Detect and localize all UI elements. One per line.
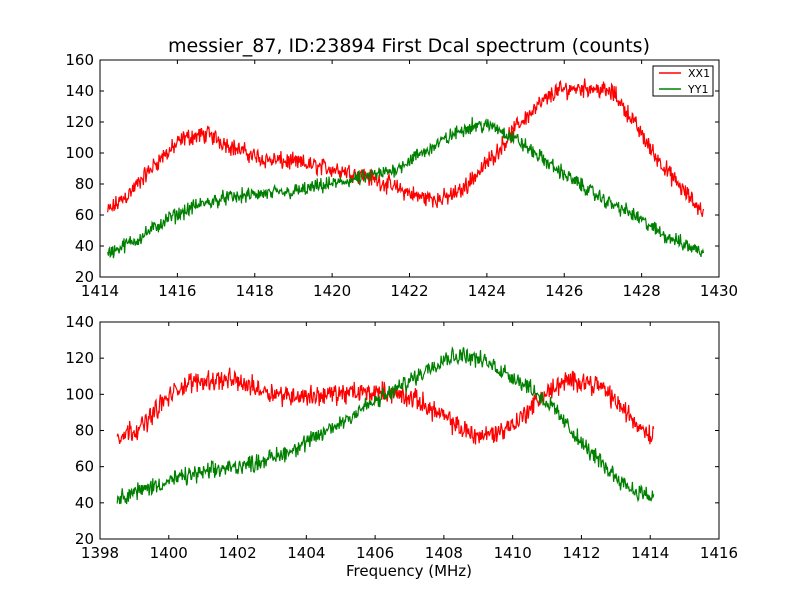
figure-title: messier_87, ID:23894 First Dcal spectrum…	[168, 35, 650, 57]
legend-label-xx1: XX1	[688, 67, 710, 80]
top-x-tick-label: 1426	[545, 282, 583, 300]
bottom-x-tick-label: 1408	[425, 544, 463, 562]
top-x-tick-label: 1414	[81, 282, 119, 300]
bottom-x-tick-label: 1416	[700, 544, 738, 562]
bottom-y-tick-label: 100	[65, 385, 94, 403]
top-series-yy1-line	[107, 117, 705, 259]
bottom-x-axis-label: Frequency (MHz)	[346, 562, 472, 580]
bottom-x-tick-label: 1400	[150, 544, 188, 562]
legend-box	[652, 65, 714, 97]
bottom-y-tick-label: 60	[75, 458, 94, 476]
top-y-tick-label: 80	[75, 175, 94, 193]
bottom-x-tick-label: 1406	[356, 544, 394, 562]
bottom-y-tick-label: 120	[65, 349, 94, 367]
bottom-x-tick-label: 1402	[218, 544, 256, 562]
top-x-tick-label: 1420	[313, 282, 351, 300]
top-plot: 1414 1416 1418 1420 1422 1424 1426 1428 1430 20 40…	[65, 51, 738, 300]
bottom-x-tick-label: 1404	[287, 544, 325, 562]
bottom-x-tick-label: 1410	[494, 544, 532, 562]
bottom-y-tick-label: 80	[75, 422, 94, 440]
bottom-series-yy1-line	[116, 345, 655, 505]
bottom-plot: 1398 1400 1402 1404 1406 1408 1410 1412 1414 1416…	[65, 313, 738, 562]
bottom-y-tick-label: 40	[75, 494, 94, 512]
bottom-y-tick-label: 20	[75, 530, 94, 548]
top-x-tick-label: 1424	[468, 282, 506, 300]
bottom-x-tick-label: 1412	[562, 544, 600, 562]
legend: XX1 YY1	[652, 65, 714, 97]
top-x-tick-label: 1422	[390, 282, 428, 300]
top-x-tick-label: 1418	[236, 282, 274, 300]
top-series-xx1-line	[107, 78, 705, 217]
bottom-x-tick-label: 1398	[81, 544, 119, 562]
bottom-y-tick-label: 140	[65, 313, 94, 331]
top-y-tick-label: 100	[65, 144, 94, 162]
top-y-tick-label: 140	[65, 82, 94, 100]
top-x-tick-label: 1430	[700, 282, 738, 300]
top-y-tick-label: 40	[75, 237, 94, 255]
top-x-tick-label: 1416	[158, 282, 196, 300]
legend-label-yy1: YY1	[687, 83, 708, 96]
bottom-x-tick-label: 1414	[631, 544, 669, 562]
top-y-tick-label: 20	[75, 268, 94, 286]
top-y-tick-label: 160	[65, 51, 94, 69]
top-y-tick-label: 120	[65, 113, 94, 131]
top-y-tick-label: 60	[75, 206, 94, 224]
top-x-tick-label: 1428	[623, 282, 661, 300]
